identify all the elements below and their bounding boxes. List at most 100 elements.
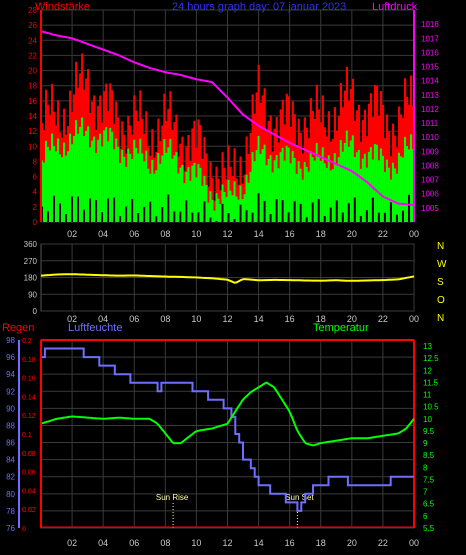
wind-mean-bar — [169, 138, 172, 222]
rain-tick-label: 0.08 — [22, 451, 36, 458]
rain-tick-label: 0.14 — [22, 394, 36, 401]
wind-mean-bar — [329, 170, 332, 222]
wind-mean-bar — [131, 158, 134, 222]
wind-mean-bar — [285, 145, 288, 222]
temperature-tick-label: 10.5 — [423, 403, 439, 412]
wind-mean-bar — [381, 155, 385, 222]
x-tick-label: 18 — [316, 314, 326, 324]
wind-mean-bar — [127, 148, 130, 222]
wind-mean-bar — [257, 135, 260, 222]
pressure-label: Luftdruck — [372, 1, 418, 13]
rain-tick-label: 0.06 — [22, 470, 36, 477]
x-tick-label: 04 — [98, 538, 108, 548]
wind-calm-bar — [95, 199, 98, 222]
wind-mean-bar — [183, 183, 186, 222]
wind-mean-bar — [69, 133, 72, 222]
x-tick-label: 00 — [409, 314, 419, 324]
rain-tick-label: 0.1 — [22, 432, 32, 439]
wind-mean-bar — [289, 163, 292, 222]
wind-mean-bar — [209, 191, 212, 222]
wind-label: Windstärke — [35, 1, 90, 13]
x-tick-label: 14 — [254, 314, 264, 324]
wind-calm-bar — [77, 196, 80, 222]
temperature-line — [40, 381, 415, 447]
wind-mean-bar — [373, 143, 377, 222]
wind-mean-bar — [375, 144, 379, 222]
wind-mean-bar — [83, 135, 86, 222]
wind-mean-bar — [57, 138, 60, 222]
rain-tick-label: 0.2 — [22, 338, 32, 345]
wind-mean-bar — [239, 185, 242, 222]
pressure-y-axis: 1005 1006 1007 1008 1009 1010 1011 1012 1013 1014… — [413, 10, 439, 222]
humidity-tick-label: 82 — [6, 473, 15, 482]
wind-mean-bar — [151, 159, 154, 222]
rain-tick-label: 0.16 — [22, 376, 36, 383]
wind-mean-bar — [293, 158, 296, 222]
wind-mean-bar — [167, 147, 170, 222]
x-tick-label: 00 — [409, 229, 419, 239]
x-tick-label: 14 — [254, 538, 264, 548]
wind-mean-bar — [205, 185, 208, 222]
wind-mean-bar — [75, 120, 78, 222]
humidity-tick-label: 76 — [6, 524, 15, 533]
wind-mean-bar — [317, 154, 320, 222]
wind-calm-bar — [293, 201, 296, 222]
wind-mean-bar — [225, 197, 228, 222]
pressure-series-line — [40, 30, 415, 206]
temperature-tick-label: 11 — [423, 391, 432, 400]
bottom-x-axis: 02 04 06 08 10 12 14 16 18 20 22 00 — [67, 538, 419, 548]
wind-mean-bar — [41, 160, 44, 222]
wind-mean-bar — [397, 152, 401, 222]
wind-mean-bar — [343, 142, 347, 222]
wind-mean-bar — [385, 159, 389, 222]
x-tick-label: 12 — [222, 538, 232, 548]
wind-mean-bar — [353, 156, 357, 222]
x-tick-label: 22 — [378, 538, 388, 548]
temperature-tick-label: 9 — [423, 439, 428, 448]
wind-mean-bar — [307, 171, 310, 222]
wind-calm-bar — [245, 210, 248, 222]
rain-y-axis: 0.2 0.18 0.16 0.14 0.12 0.1 0.08 0.06 0.04 0.02 0 — [22, 338, 42, 533]
wind-mean-bar — [203, 175, 206, 222]
wind-mean-bar — [367, 151, 371, 222]
wind-calm-bar — [329, 207, 332, 222]
rain-tick-label: 0.04 — [22, 488, 36, 495]
wind-tick-label: 14 — [28, 112, 37, 121]
x-tick-label: 08 — [160, 538, 170, 548]
wind-mean-bar — [145, 150, 148, 222]
wind-calm-bar — [323, 216, 326, 222]
wind-mean-bar — [401, 157, 405, 222]
wind-mean-bar — [63, 142, 66, 222]
wind-mean-bar — [327, 155, 330, 222]
wind-mean-bar — [165, 152, 168, 222]
wind-calm-bar — [269, 214, 272, 222]
wind-calm-bar — [65, 214, 68, 222]
wind-mean-bar — [387, 167, 391, 222]
sunset-label: Sun Set — [285, 493, 314, 502]
wind-calm-bar — [131, 198, 134, 222]
humidity-series-line — [41, 347, 414, 512]
wind-mean-bar — [103, 130, 106, 222]
rain-humidity-temperature-panel: Sun Rise Sun Set 989694929088868482807876… — [2, 322, 439, 548]
x-tick-label: 00 — [409, 538, 419, 548]
pressure-tick-label: 1008 — [421, 161, 439, 170]
wind-calm-bar — [233, 219, 236, 222]
wind-mean-bar — [253, 161, 256, 222]
wind-calm-bar — [275, 199, 278, 222]
rain-tick-label: 0.02 — [22, 507, 36, 514]
wind-mean-bar — [255, 150, 258, 222]
wind-mean-bar — [179, 167, 182, 222]
wind-calm-bar — [53, 195, 56, 222]
wind-mean-bar — [79, 126, 82, 222]
wind-mean-bar — [365, 167, 369, 222]
wind-mean-bar — [195, 177, 198, 222]
wind-calm-bar — [407, 194, 411, 222]
wind-calm-bar — [395, 214, 399, 222]
wind-mean-bar — [345, 130, 349, 222]
wind-mean-bar — [99, 133, 102, 222]
wind-mean-bar — [399, 156, 403, 222]
wind-mean-bar — [227, 179, 230, 222]
temperature-tick-label: 7.5 — [423, 475, 435, 484]
wind-mean-bar — [213, 210, 216, 222]
wind-calm-bar — [215, 220, 218, 222]
